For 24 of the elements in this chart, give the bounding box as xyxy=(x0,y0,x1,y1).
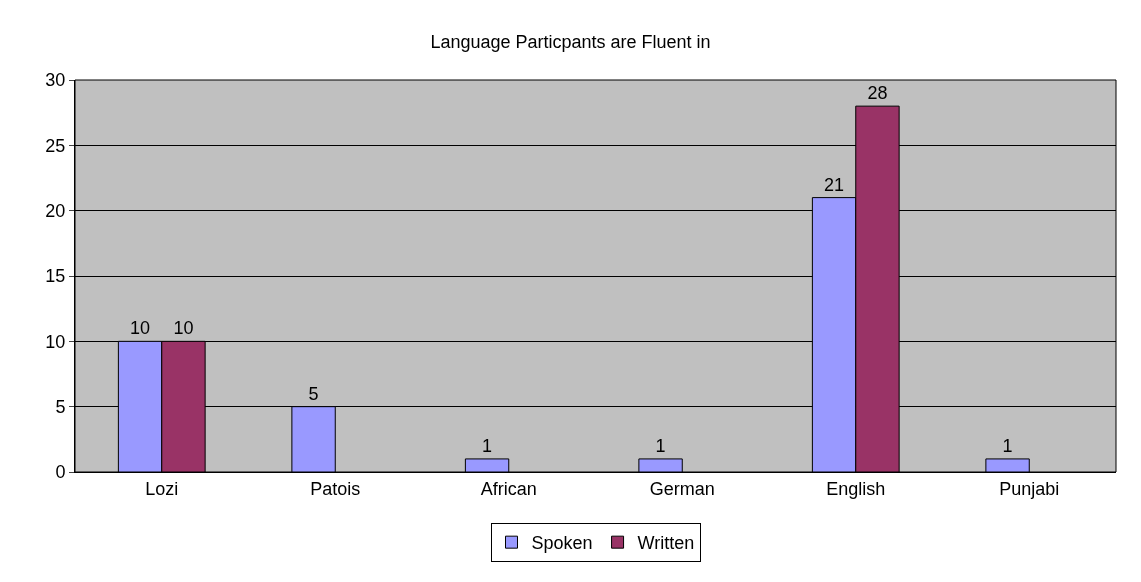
y-tick-label: 5 xyxy=(55,396,66,417)
data-label: 10 xyxy=(173,318,194,339)
legend-label: Spoken xyxy=(531,533,593,554)
x-tick-label: English xyxy=(826,478,886,499)
data-label: 21 xyxy=(824,174,845,195)
y-tick-label: 20 xyxy=(45,200,66,221)
x-tick-label: Punjabi xyxy=(999,478,1060,499)
y-tick-label: 25 xyxy=(45,135,66,156)
x-tick-label: African xyxy=(480,478,537,499)
data-label: 1 xyxy=(482,435,493,456)
chart-title: Language Particpants are Fluent in xyxy=(430,31,711,52)
legend-label: Written xyxy=(637,533,695,554)
data-label: 10 xyxy=(130,318,151,339)
data-label: 1 xyxy=(1002,435,1013,456)
y-tick-label: 15 xyxy=(45,266,66,287)
data-label: 1 xyxy=(655,435,666,456)
y-tick-label: 10 xyxy=(45,331,66,352)
x-tick-label: Lozi xyxy=(145,478,179,499)
y-tick-label: 0 xyxy=(55,462,66,483)
y-tick-label: 30 xyxy=(45,70,66,91)
x-tick-label: Patois xyxy=(310,478,361,499)
data-label: 28 xyxy=(867,83,888,104)
x-tick-label: German xyxy=(649,478,715,499)
data-label: 5 xyxy=(308,383,319,404)
